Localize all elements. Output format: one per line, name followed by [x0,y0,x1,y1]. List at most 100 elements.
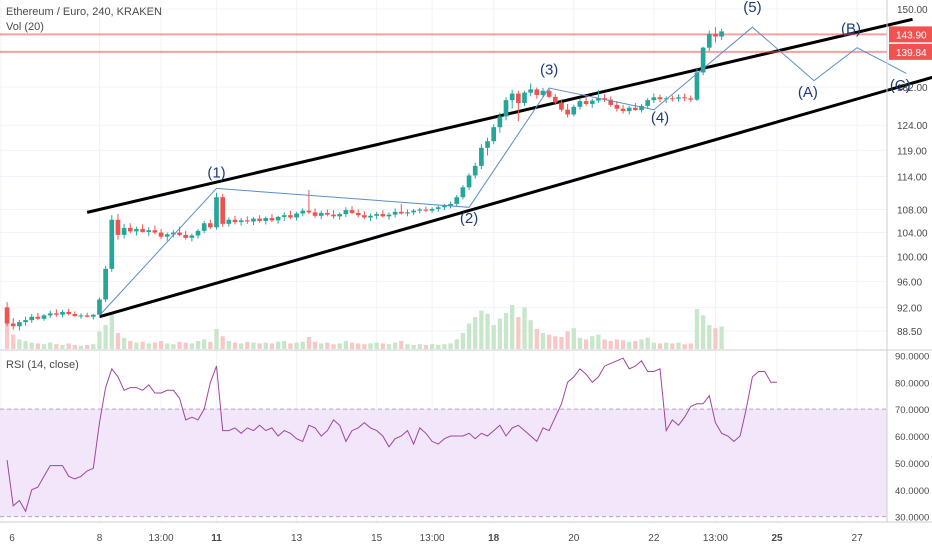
candle-body [17,322,22,327]
price-tick-label: 119.00 [897,146,927,157]
candle-body [78,315,84,317]
candle-body [60,312,65,315]
time-axis-labels: 6 8 13:00 11 13 15 13:00 18 20 22 13:00 25 27 [9,533,863,544]
channel-lower-line [99,75,932,319]
time-tick-label: 22 [648,533,660,544]
candle-body [472,165,478,176]
candle-body [10,323,16,327]
candle-body [454,197,460,204]
volume-bar [559,337,564,349]
time-tick-label: 20 [568,533,580,544]
volume-bar [651,342,657,349]
candle-body [183,234,189,238]
candle-body [331,214,336,217]
candle-body [349,210,355,213]
rsi-axis-labels: 90.0000 80.0000 70.0000 60.0000 50.0000 40.00… [895,351,929,523]
volume-bar [565,331,570,349]
volume-bar [540,333,546,349]
rsi-tick-label: 40.0000 [895,486,929,497]
volume-bar [682,344,687,349]
candle-body [257,218,262,221]
candle-body [651,97,657,101]
volume-bar [66,343,71,349]
wave-path [99,26,907,316]
volume-bar [91,344,96,349]
volume-bar [694,309,700,349]
volume-bar [78,345,84,349]
candle-body [608,99,614,105]
volume-bar [380,343,385,349]
axes [0,0,932,523]
symbol-title[interactable]: Ethereum / Euro, 240, KRAKEN [6,6,162,18]
volume-bar [528,320,533,349]
candle-body [72,314,78,317]
volume-bar [41,344,47,349]
candle-body [405,212,410,214]
volume-bar [442,344,447,349]
wave-labels: (1) (2) (3) (4) (5) (A) (B) (C) [207,0,910,227]
volume-bar [294,342,299,349]
candle-body [281,215,287,217]
candle-body [386,214,392,217]
price-level-tags: 143.90 139.84 [889,26,932,60]
time-tick-label: 11 [211,533,222,544]
volume-bar [405,344,410,349]
volume-bar [319,343,324,349]
price-tick-label: 124.00 [897,121,928,132]
candle-body [232,219,238,223]
volume-legend[interactable]: Vol (20) [6,21,44,33]
candle-body [244,220,250,222]
candle-body [146,230,152,232]
volume-bar [177,341,182,349]
rsi-tick-label: 90.0000 [895,351,929,362]
candle-body [626,107,632,112]
price-tick-label: 96.00 [897,277,922,288]
candle-body [565,109,570,115]
candle-body [540,90,546,95]
volume-bar [466,323,472,349]
candle-body [251,218,256,222]
volume-bar [97,331,102,349]
candle-body [663,98,669,100]
rsi-legend[interactable]: RSI (14, close) [6,359,79,371]
candle-body [442,205,447,208]
candle-body [552,96,558,103]
candle-body [269,218,275,221]
wave-label: (A) [798,84,818,101]
candle-body [411,210,416,213]
wave-label: (1) [207,165,225,182]
volume-bar [645,337,650,349]
candle-body [694,72,700,100]
volume-bar [436,345,441,349]
volume-bar [306,337,312,349]
time-tick-label: 6 [9,533,15,544]
candle-body [343,210,349,215]
volume-bar [4,323,10,349]
volume-bar [189,343,195,349]
candle-body [479,147,484,166]
price-axis-labels: 150.00 132.00 124.00 119.00 114.00 108.00 104.… [897,5,928,338]
volume-bar [411,345,416,349]
rsi-tick-label: 30.0000 [895,513,929,524]
volume-bar [497,318,503,349]
candle-body [398,211,404,214]
candle-body [103,268,108,300]
candle-body [503,100,509,117]
candle-body [306,210,312,213]
volume-bar [534,329,539,349]
candle-body [515,93,521,103]
candle-body [362,215,367,218]
price-tick-label: 100.00 [897,252,928,263]
price-tick-label: 108.00 [897,206,928,217]
volume-bar [343,341,349,349]
volume-bar [337,343,342,349]
candle-body [528,89,533,93]
volume-bar [571,328,576,349]
volume-bar [35,343,41,349]
volume-bar [664,342,669,349]
candle-body [669,98,675,100]
candle-body [294,213,299,218]
candle-body [189,235,195,238]
volume-bar [602,339,607,349]
volume-bar [300,341,305,349]
